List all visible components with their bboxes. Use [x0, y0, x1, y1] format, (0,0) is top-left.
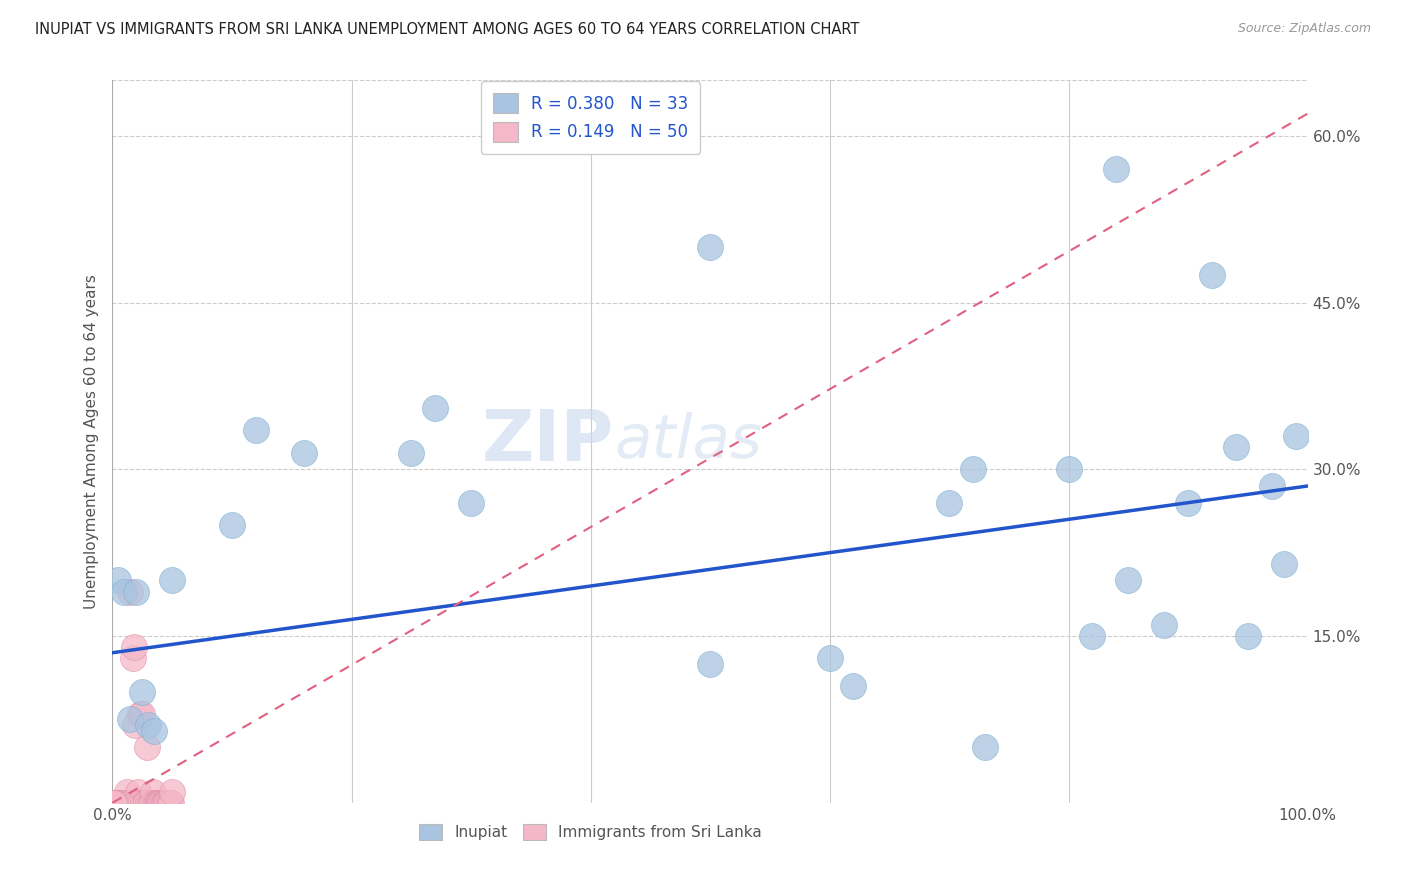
Point: [292, 445, 315, 459]
Point: [153, 796, 176, 810]
Point: [114, 796, 136, 810]
Point: [425, 401, 447, 416]
Point: [962, 462, 984, 476]
Point: [141, 796, 163, 810]
Point: [108, 796, 131, 810]
Text: Source: ZipAtlas.com: Source: ZipAtlas.com: [1237, 22, 1371, 36]
Point: [115, 785, 138, 799]
Point: [1118, 574, 1140, 588]
Text: INUPIAT VS IMMIGRANTS FROM SRI LANKA UNEMPLOYMENT AMONG AGES 60 TO 64 YEARS CORR: INUPIAT VS IMMIGRANTS FROM SRI LANKA UNE…: [35, 22, 859, 37]
Point: [114, 796, 135, 810]
Point: [1057, 462, 1080, 476]
Point: [135, 796, 157, 810]
Point: [974, 740, 997, 755]
Point: [401, 445, 423, 459]
Point: [245, 424, 267, 438]
Point: [699, 240, 721, 254]
Point: [121, 796, 143, 810]
Point: [120, 713, 142, 727]
Point: [132, 796, 155, 810]
Point: [160, 796, 183, 810]
Point: [139, 796, 162, 810]
Point: [131, 684, 153, 698]
Point: [120, 584, 142, 599]
Point: [128, 796, 150, 810]
Point: [221, 517, 243, 532]
Point: [1153, 618, 1175, 632]
Point: [150, 796, 173, 810]
Point: [121, 651, 143, 665]
Point: [118, 796, 141, 810]
Point: [159, 796, 181, 810]
Point: [138, 718, 160, 732]
Point: [1272, 557, 1295, 571]
Point: [460, 496, 482, 510]
Point: [112, 796, 135, 810]
Point: [145, 796, 167, 810]
Point: [129, 706, 152, 721]
Y-axis label: Unemployment Among Ages 60 to 64 years: Unemployment Among Ages 60 to 64 years: [83, 274, 98, 609]
Point: [145, 796, 167, 810]
Point: [1237, 629, 1260, 643]
Point: [1105, 162, 1128, 177]
Text: atlas: atlas: [614, 412, 762, 471]
Point: [156, 796, 179, 810]
Point: [1225, 440, 1247, 454]
Point: [107, 796, 129, 810]
Point: [136, 740, 159, 755]
Point: [143, 723, 166, 738]
Point: [129, 796, 152, 810]
Point: [124, 718, 146, 732]
Point: [148, 796, 170, 810]
Text: ZIP: ZIP: [482, 407, 614, 476]
Point: [125, 584, 148, 599]
Point: [1261, 479, 1284, 493]
Point: [114, 584, 135, 599]
Point: [162, 574, 183, 588]
Point: [699, 657, 721, 671]
Point: [131, 706, 153, 721]
Point: [134, 796, 156, 810]
Point: [105, 796, 128, 810]
Point: [125, 796, 148, 810]
Point: [1201, 268, 1223, 282]
Point: [138, 796, 160, 810]
Point: [122, 640, 145, 655]
Point: [138, 796, 160, 810]
Point: [1177, 496, 1199, 510]
Point: [938, 496, 960, 510]
Point: [111, 796, 134, 810]
Point: [157, 796, 180, 810]
Point: [162, 785, 183, 799]
Point: [152, 796, 174, 810]
Point: [842, 679, 865, 693]
Point: [143, 796, 166, 810]
Point: [105, 796, 128, 810]
Point: [146, 796, 169, 810]
Point: [153, 796, 176, 810]
Point: [1285, 429, 1308, 443]
Point: [104, 796, 127, 810]
Point: [103, 796, 125, 810]
Point: [149, 796, 172, 810]
Point: [142, 785, 165, 799]
Point: [1081, 629, 1104, 643]
Point: [110, 796, 132, 810]
Legend: Inupiat, Immigrants from Sri Lanka: Inupiat, Immigrants from Sri Lanka: [411, 815, 770, 849]
Point: [818, 651, 841, 665]
Point: [127, 785, 149, 799]
Point: [117, 796, 139, 810]
Point: [155, 796, 177, 810]
Point: [107, 574, 129, 588]
